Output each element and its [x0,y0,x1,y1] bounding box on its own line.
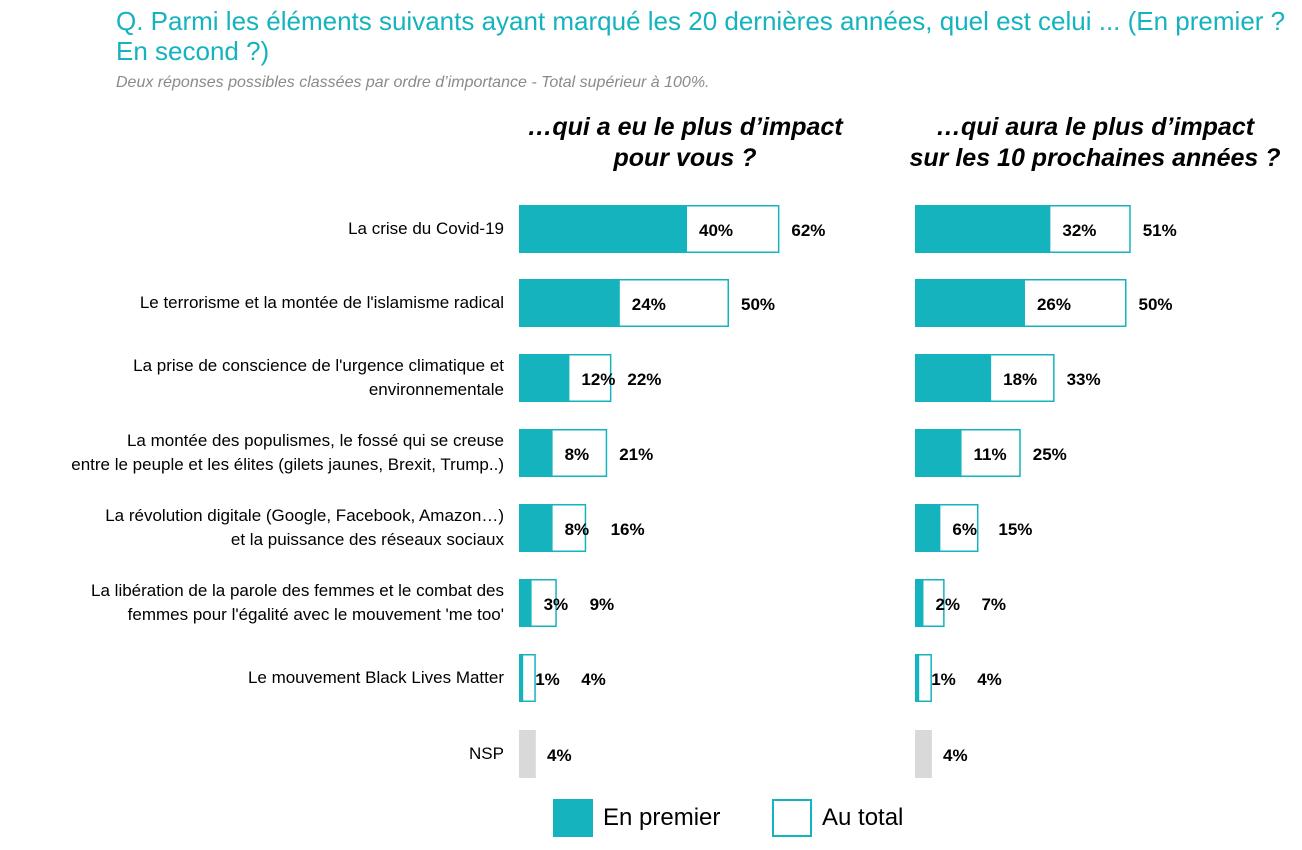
data-label-nsp-left: 4% [547,746,572,765]
data-label-total-right: 51% [1143,221,1177,240]
bar-first-left [519,504,553,552]
category-label-line: et la puissance des réseaux sociaux [230,530,504,549]
category-label: La montée des populismes, le fossé qui s… [0,429,504,477]
data-label-first-left: 3% [544,595,569,614]
category-label-line: La crise du Covid-19 [348,219,504,238]
data-label-first-left: 8% [565,445,590,464]
data-label-first-right: 6% [952,520,977,539]
category-label: Le mouvement Black Lives Matter [0,666,504,690]
data-label-total-left: 9% [590,595,615,614]
category-label-line: entre le peuple et les élites (gilets ja… [71,455,504,474]
legend-item-first: En premier [553,798,720,838]
data-label-first-right: 26% [1037,295,1071,314]
category-label-line: Le mouvement Black Lives Matter [247,668,504,687]
data-label-first-right: 11% [974,445,1007,464]
bar-first-left [519,429,553,477]
panel-heading-left-line-2: pour vous ? [613,144,757,172]
bar-first-left [519,654,524,702]
category-label: La crise du Covid-19 [0,217,504,241]
bar-nsp-right [915,730,932,778]
panel-heading-left-line-1: …qui a eu le plus d’impact [527,113,843,141]
category-label: La révolution digitale (Google, Facebook… [0,504,504,552]
data-label-total-right: 50% [1139,295,1173,314]
data-label-total-left: 50% [741,295,775,314]
bar-first-left [519,579,532,627]
bar-first-right [915,429,962,477]
data-label-first-right: 2% [935,595,960,614]
data-label-total-left: 62% [791,221,825,240]
category-label: Le terrorisme et la montée de l'islamism… [0,291,504,315]
bar-first-left [519,279,620,327]
data-label-total-left: 4% [581,670,606,689]
data-label-nsp-right: 4% [943,746,968,765]
data-label-total-right: 4% [977,670,1002,689]
bar-first-right [915,654,920,702]
data-label-first-left: 8% [565,520,590,539]
bar-nsp-left [519,730,536,778]
bar-first-right [915,579,924,627]
data-label-total-left: 21% [619,445,653,464]
legend-label-total: Au total [822,804,904,831]
data-label-first-left: 1% [535,670,560,689]
data-label-first-left: 24% [632,295,666,314]
bar-first-left [519,205,687,253]
chart-title: Q. Parmi les éléments suivants ayant mar… [116,6,1286,66]
data-label-first-right: 1% [931,670,956,689]
category-label-line: environnementale [368,380,504,399]
data-label-total-right: 33% [1067,370,1101,389]
legend-label-first: En premier [603,804,721,831]
panel-heading-right-line-2: sur les 10 prochaines années ? [909,144,1281,172]
bar-first-left [519,354,570,402]
category-label-line: La libération de la parole des femmes et… [91,581,504,600]
bar-first-right [915,205,1051,253]
category-label: NSP [0,742,504,766]
panel-heading-right: …qui aura le plus d’impact sur les 10 pr… [880,112,1302,174]
data-label-total-right: 7% [981,595,1006,614]
data-label-total-right: 15% [998,520,1032,539]
data-label-total-right: 25% [1033,445,1067,464]
bar-first-right [915,354,992,402]
category-label-line: femmes pour l'égalité avec le mouvement … [127,605,504,624]
chart-subtitle: Deux réponses possibles classées par ord… [116,74,710,91]
data-label-total-left: 22% [627,370,661,389]
data-label-total-left: 16% [611,520,645,539]
bar-first-right [915,504,941,552]
data-label-first-right: 32% [1062,221,1096,240]
category-label: La libération de la parole des femmes et… [0,579,504,627]
category-label-line: La prise de conscience de l'urgence clim… [133,356,504,375]
category-label: La prise de conscience de l'urgence clim… [0,354,504,402]
legend-swatch-total [772,799,812,837]
category-label-line: NSP [469,744,504,763]
category-label-line: La révolution digitale (Google, Facebook… [105,506,504,525]
bar-first-right [915,279,1025,327]
category-label-line: Le terrorisme et la montée de l'islamism… [139,293,504,312]
panel-heading-left: …qui a eu le plus d’impact pour vous ? [480,112,890,174]
data-label-first-left: 40% [699,221,733,240]
category-label-line: La montée des populismes, le fossé qui s… [126,431,504,450]
legend-swatch-first [553,799,593,837]
data-label-first-right: 18% [1003,370,1037,389]
panel-heading-right-line-1: …qui aura le plus d’impact [935,113,1255,141]
data-label-first-left: 12% [581,370,615,389]
legend-item-total: Au total [772,798,903,838]
